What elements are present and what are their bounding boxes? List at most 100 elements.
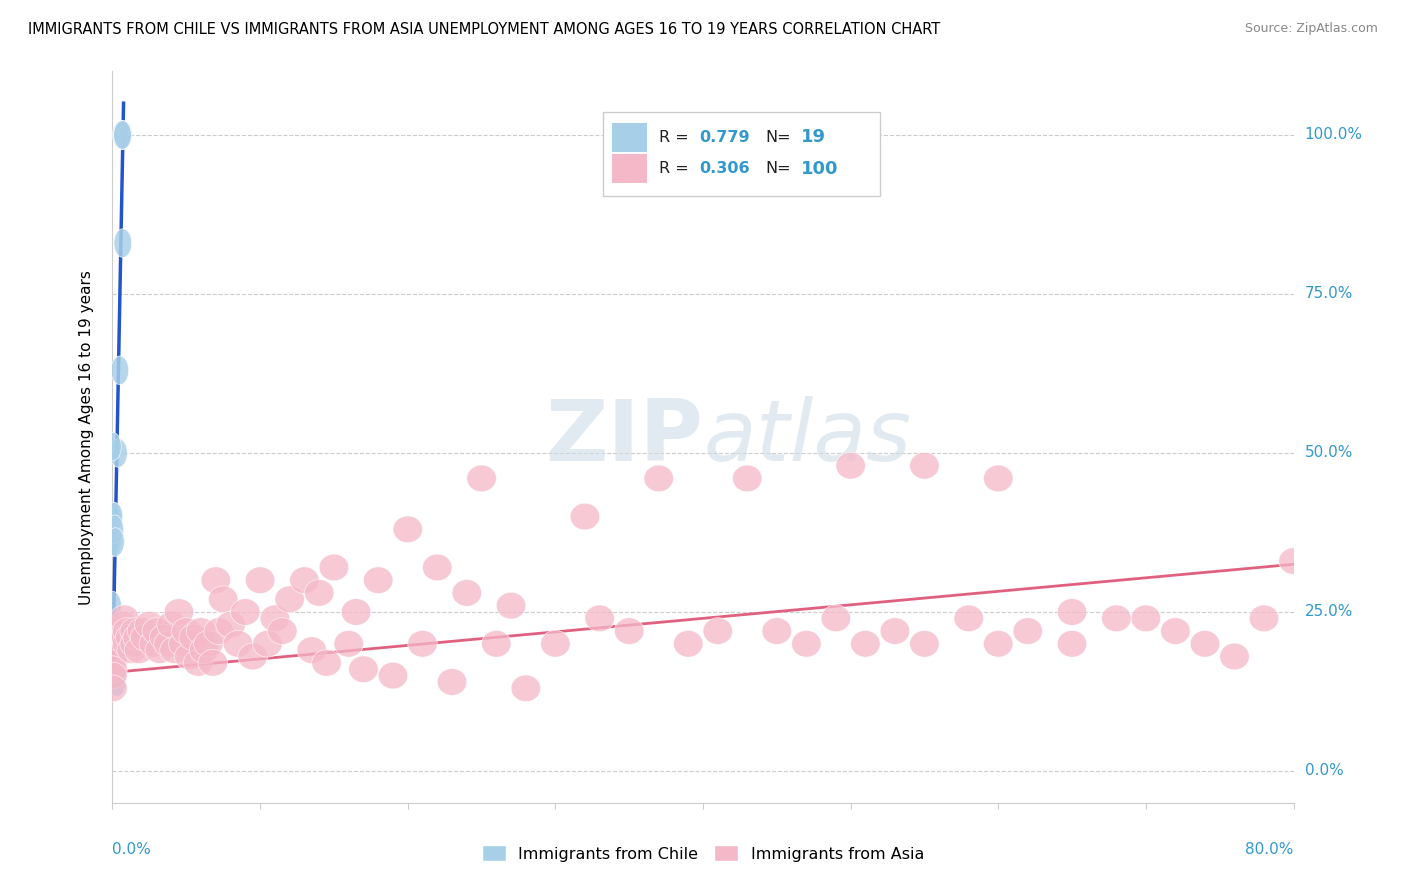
Ellipse shape <box>342 599 371 625</box>
Ellipse shape <box>131 624 160 651</box>
Ellipse shape <box>910 452 939 479</box>
Ellipse shape <box>1250 605 1279 632</box>
Text: 75.0%: 75.0% <box>1305 286 1353 301</box>
Ellipse shape <box>201 566 231 593</box>
Ellipse shape <box>312 649 342 676</box>
Ellipse shape <box>453 580 481 607</box>
Ellipse shape <box>122 624 152 651</box>
Ellipse shape <box>149 624 179 651</box>
Legend: Immigrants from Chile, Immigrants from Asia: Immigrants from Chile, Immigrants from A… <box>475 838 931 868</box>
Ellipse shape <box>105 618 135 644</box>
Ellipse shape <box>246 566 276 593</box>
Ellipse shape <box>97 618 128 644</box>
Ellipse shape <box>174 643 204 670</box>
Ellipse shape <box>1012 618 1043 644</box>
Ellipse shape <box>104 616 121 646</box>
Ellipse shape <box>117 637 146 664</box>
Ellipse shape <box>198 649 228 676</box>
Ellipse shape <box>540 631 571 657</box>
Ellipse shape <box>112 120 131 149</box>
Ellipse shape <box>467 465 496 491</box>
Ellipse shape <box>97 656 128 682</box>
Ellipse shape <box>835 452 866 479</box>
FancyBboxPatch shape <box>603 112 880 195</box>
Text: R =: R = <box>659 129 695 145</box>
Ellipse shape <box>139 631 169 657</box>
Text: 100: 100 <box>801 160 838 178</box>
Ellipse shape <box>496 592 526 619</box>
Ellipse shape <box>983 465 1012 491</box>
Ellipse shape <box>104 616 121 646</box>
Ellipse shape <box>762 618 792 644</box>
Ellipse shape <box>108 611 138 638</box>
Ellipse shape <box>114 120 131 149</box>
Ellipse shape <box>792 631 821 657</box>
Ellipse shape <box>644 465 673 491</box>
Ellipse shape <box>1057 599 1087 625</box>
Ellipse shape <box>105 616 124 646</box>
Ellipse shape <box>112 631 142 657</box>
Ellipse shape <box>1279 548 1308 574</box>
Ellipse shape <box>169 631 198 657</box>
Ellipse shape <box>108 667 125 697</box>
Ellipse shape <box>165 599 194 625</box>
Ellipse shape <box>1130 605 1160 632</box>
Ellipse shape <box>335 631 363 657</box>
Ellipse shape <box>983 631 1012 657</box>
Ellipse shape <box>1191 631 1219 657</box>
Ellipse shape <box>703 618 733 644</box>
Ellipse shape <box>585 605 614 632</box>
Ellipse shape <box>394 516 422 542</box>
Ellipse shape <box>145 637 174 664</box>
Ellipse shape <box>107 616 124 646</box>
Ellipse shape <box>97 631 128 657</box>
Bar <box>612 154 648 183</box>
Ellipse shape <box>224 631 253 657</box>
Ellipse shape <box>267 618 297 644</box>
Ellipse shape <box>114 120 132 149</box>
Ellipse shape <box>408 631 437 657</box>
Ellipse shape <box>297 637 326 664</box>
Text: 100.0%: 100.0% <box>1305 128 1362 143</box>
Ellipse shape <box>910 631 939 657</box>
Text: 0.0%: 0.0% <box>1305 764 1343 779</box>
Ellipse shape <box>153 631 183 657</box>
Text: R =: R = <box>659 161 695 176</box>
Ellipse shape <box>1102 605 1130 632</box>
Ellipse shape <box>97 675 128 702</box>
Ellipse shape <box>437 669 467 695</box>
Text: 0.0%: 0.0% <box>112 842 152 856</box>
Text: 0.306: 0.306 <box>699 161 749 176</box>
Ellipse shape <box>104 502 121 531</box>
Ellipse shape <box>673 631 703 657</box>
Ellipse shape <box>1220 643 1250 670</box>
Ellipse shape <box>194 631 224 657</box>
Ellipse shape <box>733 465 762 491</box>
Ellipse shape <box>378 662 408 689</box>
Ellipse shape <box>880 618 910 644</box>
Ellipse shape <box>142 618 172 644</box>
Ellipse shape <box>105 502 122 531</box>
Ellipse shape <box>112 618 142 644</box>
Ellipse shape <box>127 618 157 644</box>
Ellipse shape <box>104 433 121 461</box>
Ellipse shape <box>111 356 129 384</box>
Ellipse shape <box>97 643 128 670</box>
Ellipse shape <box>104 591 121 620</box>
Text: 80.0%: 80.0% <box>1246 842 1294 856</box>
Ellipse shape <box>114 228 132 258</box>
Ellipse shape <box>190 637 219 664</box>
Ellipse shape <box>482 631 512 657</box>
Text: N=: N= <box>766 129 792 145</box>
Ellipse shape <box>276 586 304 613</box>
Ellipse shape <box>217 611 246 638</box>
Ellipse shape <box>204 618 233 644</box>
Text: 50.0%: 50.0% <box>1305 445 1353 460</box>
Text: Source: ZipAtlas.com: Source: ZipAtlas.com <box>1244 22 1378 36</box>
Ellipse shape <box>851 631 880 657</box>
Ellipse shape <box>135 611 165 638</box>
Ellipse shape <box>97 662 128 689</box>
Ellipse shape <box>179 624 208 651</box>
Ellipse shape <box>290 566 319 593</box>
Text: ZIP: ZIP <box>546 395 703 479</box>
